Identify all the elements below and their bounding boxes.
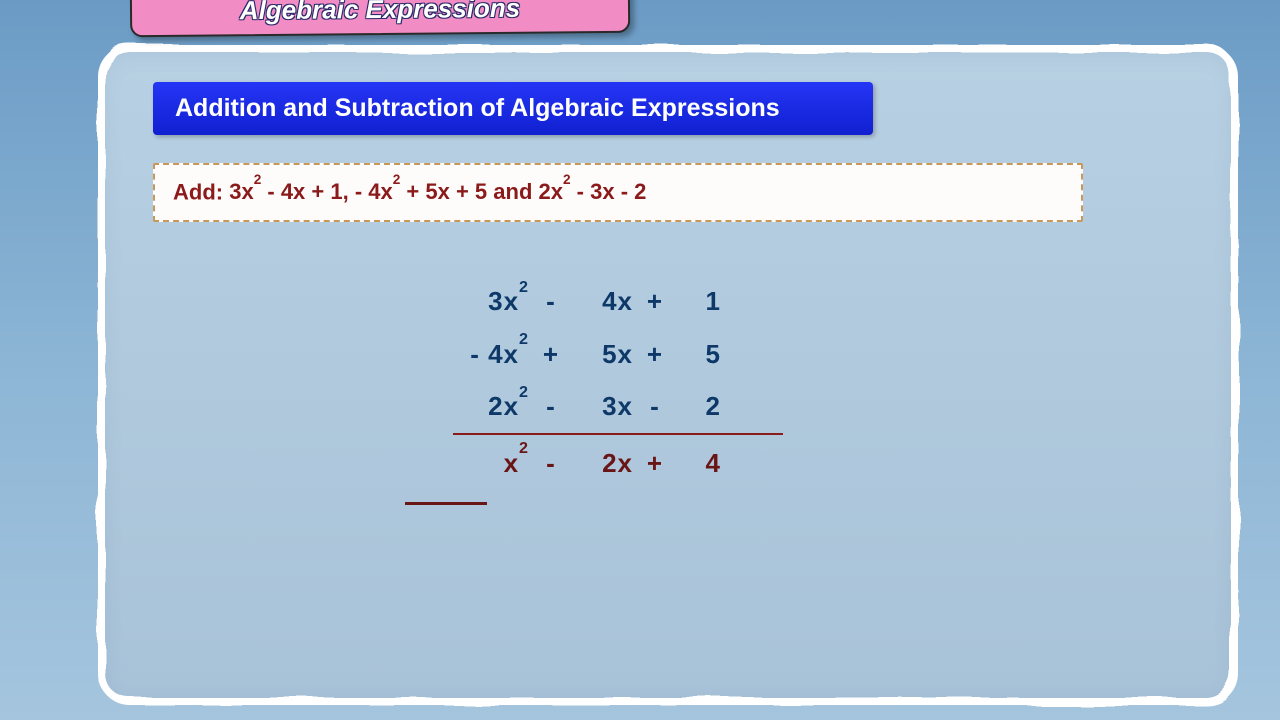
math-row-2: - 4x2 + 5x + 5 [453,340,1183,369]
res-term: 2x [573,449,633,478]
r1-op1: - [529,287,573,316]
question-text: Add: 3x2 - 4x + 1, - 4x2 + 5x + 5 and 2x… [173,177,1063,208]
chapter-header: Algebraic Expressions [130,0,630,37]
res-op1: - [529,449,573,478]
r2-term: 5x [573,340,633,369]
r2-op2: + [633,340,677,369]
underline-mark [405,502,487,505]
r3-coef: 2x2 [453,392,529,421]
math-working: 3x2 - 4x + 1 - 4x2 + 5x + 5 2x2 - 3x - 2 [453,287,1183,421]
math-row-1: 3x2 - 4x + 1 [453,287,1183,316]
r2-op1: + [529,340,573,369]
section-heading-text: Addition and Subtraction of Algebraic Ex… [175,94,780,122]
r3-const: 2 [677,392,721,421]
r3-op2: - [633,392,677,421]
question-prefix: Add: [173,179,229,204]
res-op2: + [633,449,677,478]
chapter-title: Algebraic Expressions [240,0,521,26]
math-row-3: 2x2 - 3x - 2 [453,392,1183,421]
section-heading: Addition and Subtraction of Algebraic Ex… [153,82,873,135]
whiteboard: Addition and Subtraction of Algebraic Ex… [98,45,1238,705]
r2-coef: - 4x2 [453,340,529,369]
r1-coef: 3x2 [453,287,529,316]
sum-rule [453,433,783,435]
res-const: 4 [677,449,721,478]
r3-term: 3x [573,392,633,421]
res-coef: x2 [453,449,529,478]
question-body: 3x2 - 4x + 1, - 4x2 + 5x + 5 and 2x2 - 3… [229,179,646,204]
r1-op2: + [633,287,677,316]
r3-op1: - [529,392,573,421]
r1-const: 1 [677,287,721,316]
r2-const: 5 [677,340,721,369]
question-box: Add: 3x2 - 4x + 1, - 4x2 + 5x + 5 and 2x… [153,163,1083,222]
math-result: x2 - 2x + 4 [453,449,1183,478]
r1-term: 4x [573,287,633,316]
